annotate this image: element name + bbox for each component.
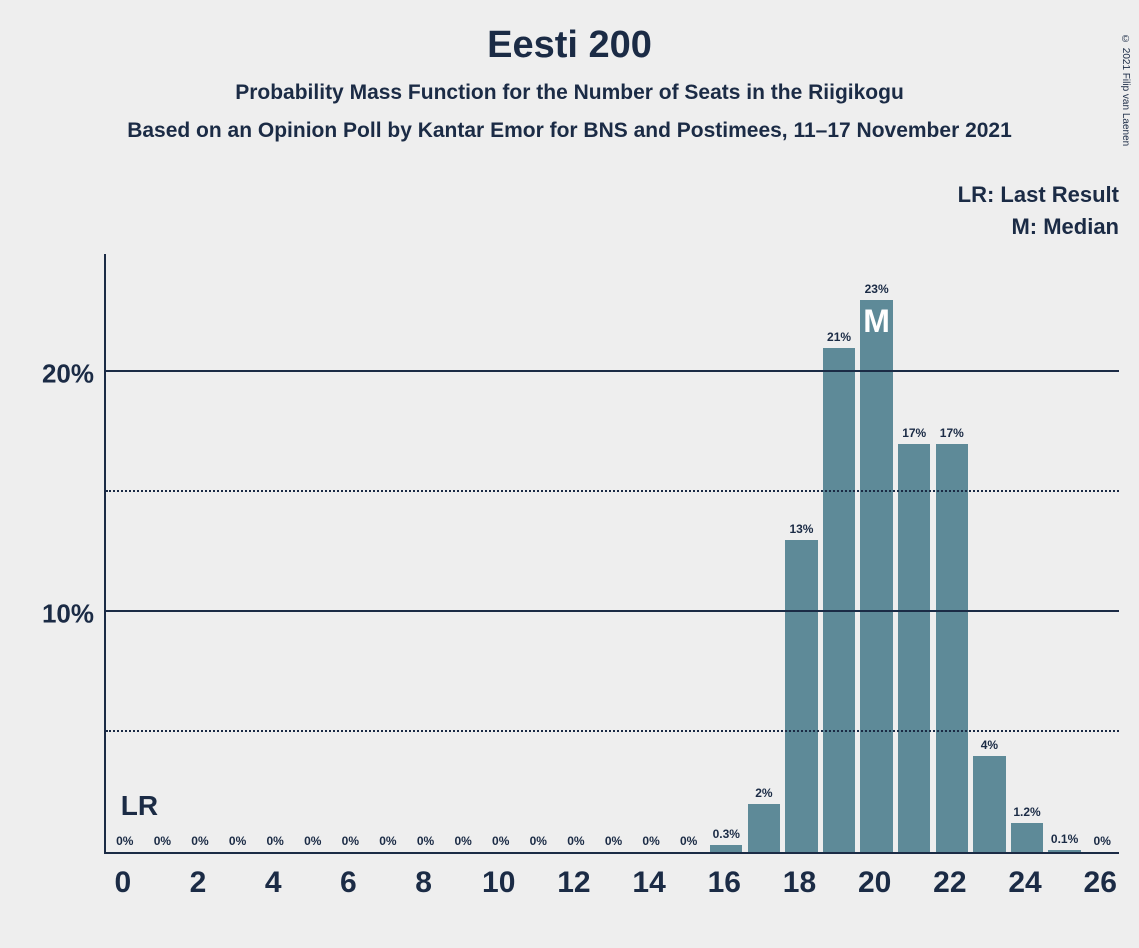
- bar-value-label: 0%: [184, 834, 216, 852]
- bar-value-label: 0%: [447, 834, 479, 852]
- bar-value-label: 13%: [785, 522, 817, 540]
- bar-slot: 21%: [823, 348, 855, 852]
- x-axis-tick: 2: [190, 866, 207, 900]
- bar: [748, 804, 780, 852]
- x-axis-tick: 14: [632, 866, 665, 900]
- bar-value-label: 0%: [673, 834, 705, 852]
- bars-container: 0%0%0%0%0%0%0%0%0%0%0%0%0%0%0%0%0.3%2%13…: [106, 254, 1119, 852]
- bar: [898, 444, 930, 852]
- bar: [710, 845, 742, 852]
- bar-value-label: 0%: [560, 834, 592, 852]
- x-axis-tick: 4: [265, 866, 282, 900]
- bar: [936, 444, 968, 852]
- bar-value-label: 0%: [597, 834, 629, 852]
- bar-value-label: 23%: [860, 282, 892, 300]
- bar-value-label: 0.1%: [1048, 832, 1080, 850]
- bar-value-label: 0%: [1086, 834, 1118, 852]
- gridline-major: [106, 610, 1119, 612]
- gridline-minor: [106, 490, 1119, 492]
- bar-value-label: 4%: [973, 738, 1005, 756]
- bar-value-label: 0.3%: [710, 827, 742, 845]
- bar-value-label: 0%: [221, 834, 253, 852]
- legend-lr: LR: Last Result: [958, 182, 1119, 208]
- bar: [823, 348, 855, 852]
- bar-value-label: 0%: [485, 834, 517, 852]
- copyright-text: © 2021 Filip van Laenen: [1120, 34, 1131, 146]
- bar-slot: 2%: [748, 804, 780, 852]
- chart-subtitle-2: Based on an Opinion Poll by Kantar Emor …: [0, 119, 1139, 143]
- chart-title: Eesti 200: [0, 24, 1139, 67]
- x-axis-tick: 8: [415, 866, 432, 900]
- chart-area: 0%0%0%0%0%0%0%0%0%0%0%0%0%0%0%0%0.3%2%13…: [104, 254, 1119, 854]
- gridline-minor: [106, 730, 1119, 732]
- bar-value-label: 0%: [259, 834, 291, 852]
- bar: [1011, 823, 1043, 852]
- bar-value-label: 0%: [297, 834, 329, 852]
- bar-value-label: 0%: [109, 834, 141, 852]
- x-axis-tick: 22: [933, 866, 966, 900]
- bar: [1048, 850, 1080, 852]
- bar-value-label: 2%: [748, 786, 780, 804]
- bar-value-label: 17%: [898, 426, 930, 444]
- y-axis-label: 20%: [42, 359, 94, 390]
- bar: [860, 300, 892, 852]
- bar-slot: 17%: [936, 444, 968, 852]
- legend-m: M: Median: [958, 214, 1119, 240]
- chart-subtitle: Probability Mass Function for the Number…: [0, 81, 1139, 105]
- bar-value-label: 0%: [522, 834, 554, 852]
- lr-marker: LR: [121, 790, 158, 822]
- bar-value-label: 0%: [146, 834, 178, 852]
- bar-slot: 23%: [860, 300, 892, 852]
- bar-value-label: 0%: [409, 834, 441, 852]
- bar-slot: 4%: [973, 756, 1005, 852]
- x-axis-tick: 16: [708, 866, 741, 900]
- bar-value-label: 21%: [823, 330, 855, 348]
- bar-value-label: 17%: [936, 426, 968, 444]
- bar: [785, 540, 817, 852]
- bar-slot: 0.1%: [1048, 850, 1080, 852]
- bar-value-label: 0%: [334, 834, 366, 852]
- x-axis-tick: 18: [783, 866, 816, 900]
- bar-value-label: 0%: [635, 834, 667, 852]
- bar-value-label: 1.2%: [1011, 805, 1043, 823]
- x-axis-tick: 26: [1084, 866, 1117, 900]
- bar-slot: 17%: [898, 444, 930, 852]
- bar-value-label: 0%: [372, 834, 404, 852]
- x-axis-tick: 12: [557, 866, 590, 900]
- x-axis-tick: 24: [1008, 866, 1041, 900]
- bar-slot: 13%: [785, 540, 817, 852]
- bar-slot: 1.2%: [1011, 823, 1043, 852]
- plot-area: 0%0%0%0%0%0%0%0%0%0%0%0%0%0%0%0%0.3%2%13…: [104, 254, 1119, 854]
- x-axis-tick: 6: [340, 866, 357, 900]
- y-axis-label: 10%: [42, 599, 94, 630]
- legend: LR: Last Result M: Median: [958, 182, 1119, 246]
- bar-slot: 0.3%: [710, 845, 742, 852]
- x-axis-tick: 0: [114, 866, 131, 900]
- x-axis-tick: 20: [858, 866, 891, 900]
- bar: [973, 756, 1005, 852]
- x-axis-tick: 10: [482, 866, 515, 900]
- gridline-major: [106, 370, 1119, 372]
